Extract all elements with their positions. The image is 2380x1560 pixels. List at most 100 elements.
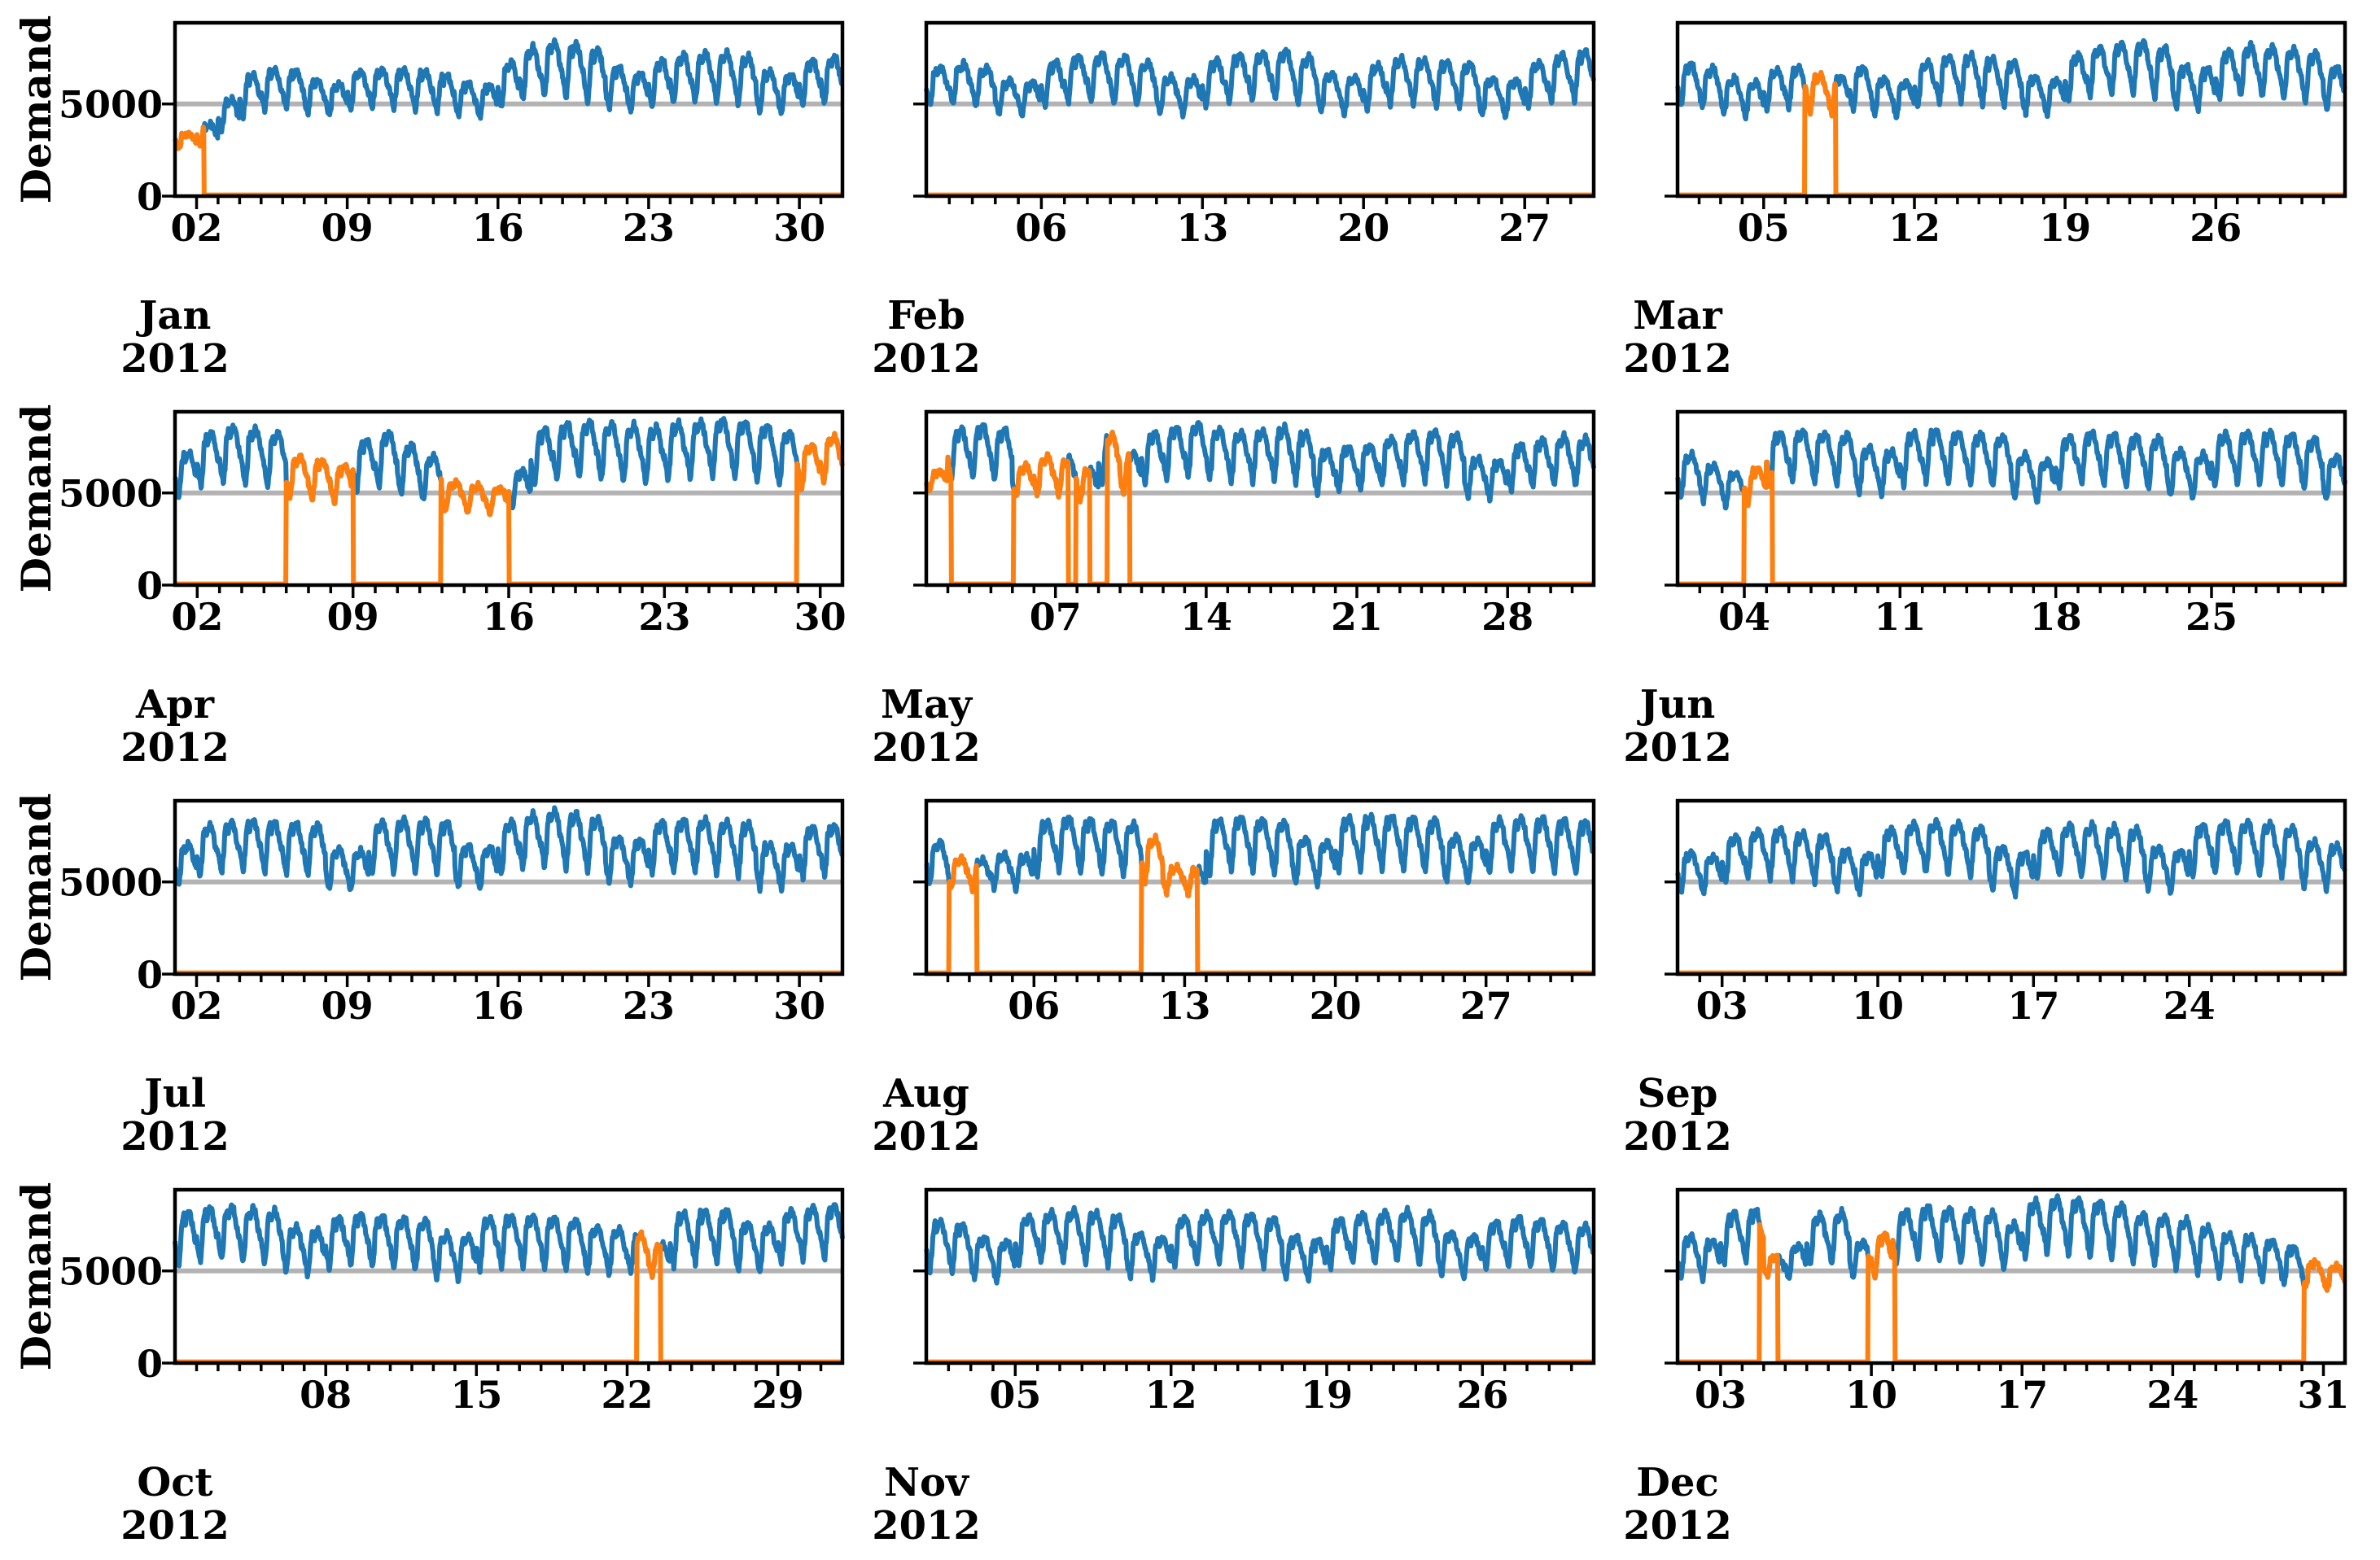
y-tick-label: 0 (137, 953, 163, 997)
x-tick-label: 09 (327, 595, 379, 639)
year-label: 2012 (1623, 1114, 1732, 1160)
axis-frame (173, 798, 845, 977)
x-tick-label: 30 (773, 206, 825, 250)
anomaly-line (924, 430, 1596, 587)
year-label: 2012 (872, 1114, 981, 1160)
axis-frame (173, 20, 845, 199)
x-tick-label: 03 (1696, 984, 1748, 1028)
x-tick-label: 07 (1030, 595, 1082, 639)
x-tick-label: 06 (1015, 206, 1067, 250)
x-tick-label: 24 (2163, 984, 2216, 1028)
axis-frame (173, 1187, 845, 1366)
month-label: May (881, 682, 973, 728)
y-axis-label: Demand (12, 15, 60, 204)
x-tick-label: 17 (2007, 984, 2059, 1028)
year-label: 2012 (1623, 336, 1732, 382)
y-axis-label: Demand (12, 1182, 60, 1371)
anomaly-line (173, 125, 845, 198)
axis-frame (1675, 1187, 2347, 1366)
x-tick-label: 16 (472, 984, 524, 1028)
x-tick-label: 05 (989, 1373, 1041, 1417)
x-tick-label: 19 (2039, 206, 2091, 250)
axis-frame (924, 409, 1596, 588)
x-tick-label: 26 (1456, 1373, 1508, 1417)
x-tick-label: 14 (1180, 595, 1232, 639)
year-label: 2012 (1623, 725, 1732, 771)
demand-line (173, 805, 845, 894)
tick-marks (1665, 102, 2325, 209)
x-tick-label: 20 (1337, 206, 1389, 250)
anomaly-line (173, 430, 845, 587)
x-tick-label: 15 (450, 1373, 502, 1417)
x-tick-label: 19 (1301, 1373, 1353, 1417)
x-tick-label: 12 (1145, 1373, 1197, 1417)
x-tick-label: 12 (1888, 206, 1940, 250)
demand-line (173, 1202, 845, 1285)
month-label: Sep (1638, 1071, 1718, 1116)
x-tick-label: 23 (623, 984, 675, 1028)
demand-line (924, 46, 1596, 120)
x-tick-label: 21 (1331, 595, 1383, 639)
x-tick-label: 16 (483, 595, 535, 639)
x-tick-label: 02 (171, 595, 223, 639)
x-tick-label: 24 (2146, 1373, 2198, 1417)
anomaly-line (1675, 70, 2347, 198)
year-label: 2012 (120, 725, 230, 771)
x-tick-label: 26 (2190, 206, 2242, 250)
x-tick-label: 23 (638, 595, 690, 639)
demand-line (173, 37, 845, 151)
demand-line (924, 1204, 1596, 1286)
x-tick-label: 30 (773, 984, 825, 1028)
month-label: Nov (884, 1460, 970, 1505)
tick-marks (913, 491, 1574, 598)
tick-marks (913, 102, 1573, 209)
year-label: 2012 (120, 1503, 230, 1549)
axis-frame (924, 798, 1596, 977)
axis-frame (924, 20, 1596, 199)
tick-marks (913, 1269, 1573, 1376)
demand-line (1675, 1193, 2347, 1293)
year-label: 2012 (120, 336, 230, 382)
y-tick-label: 0 (137, 1342, 163, 1386)
y-axis-label: Demand (12, 793, 60, 982)
x-tick-label: 27 (1460, 984, 1512, 1028)
month-label: Apr (135, 682, 215, 728)
x-tick-label: 22 (601, 1373, 653, 1417)
x-tick-label: 30 (794, 595, 847, 639)
year-label: 2012 (872, 336, 981, 382)
demand-line (1675, 37, 2347, 122)
x-tick-label: 17 (1996, 1373, 2048, 1417)
x-tick-label: 29 (752, 1373, 804, 1417)
axis-frame (1675, 20, 2347, 199)
x-tick-label: 11 (1874, 595, 1926, 639)
x-tick-label: 09 (322, 984, 374, 1028)
year-label: 2012 (120, 1114, 230, 1160)
x-tick-label: 10 (1845, 1373, 1897, 1417)
tick-marks (1665, 880, 2325, 987)
demand-line (1675, 816, 2347, 900)
year-label: 2012 (872, 1503, 981, 1549)
month-label: Dec (1636, 1460, 1718, 1505)
month-label: Aug (882, 1071, 969, 1116)
y-tick-label: 0 (137, 564, 163, 608)
x-tick-label: 18 (2030, 595, 2082, 639)
x-tick-label: 02 (170, 984, 222, 1028)
month-label: Jul (141, 1071, 206, 1116)
x-tick-label: 13 (1158, 984, 1210, 1028)
tick-marks (1665, 491, 2325, 598)
y-tick-label: 5000 (59, 472, 163, 516)
month-label: Oct (137, 1460, 212, 1505)
demand-line (924, 811, 1596, 898)
x-tick-label: 02 (170, 206, 222, 250)
y-tick-label: 0 (137, 175, 163, 219)
year-label: 2012 (872, 725, 981, 771)
tick-marks (162, 102, 823, 209)
x-tick-label: 05 (1738, 206, 1790, 250)
